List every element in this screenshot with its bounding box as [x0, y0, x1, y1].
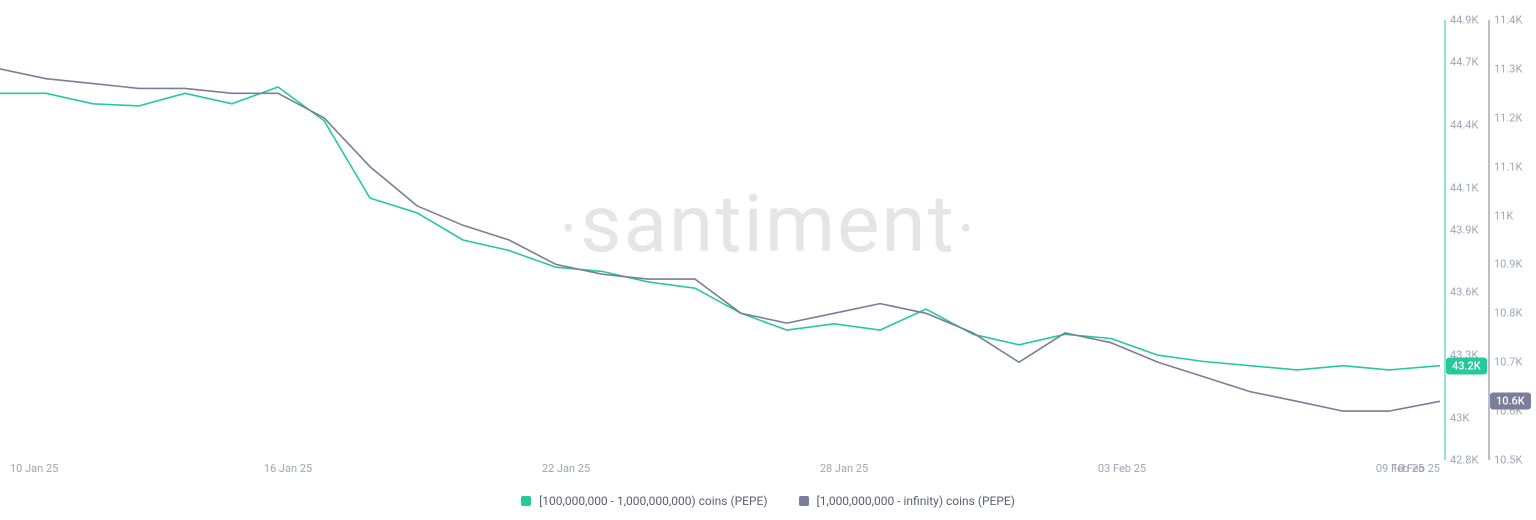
end-badge-series1: 43.2K [1446, 357, 1487, 374]
x-tick-label: 10 Feb 25 [1392, 462, 1440, 475]
x-tick-label: 28 Jan 25 [820, 462, 868, 475]
end-badge-series2: 10.6K [1490, 393, 1531, 410]
y2-tick-label: 10.8K [1494, 307, 1522, 320]
legend-swatch-series1 [521, 496, 531, 506]
legend: [100,000,000 - 1,000,000,000) coins (PEP… [0, 494, 1536, 509]
y2-tick-label: 11.3K [1494, 62, 1522, 75]
y1-tick-label: 44.7K [1450, 55, 1478, 68]
series-line-series1[interactable] [0, 87, 1440, 370]
x-tick-label: 10 Jan 25 [10, 462, 58, 475]
x-tick-label: 16 Jan 25 [264, 462, 312, 475]
y2-tick-label: 11.4K [1494, 14, 1522, 27]
legend-label-series1: [100,000,000 - 1,000,000,000) coins (PEP… [539, 494, 767, 508]
y1-tick-label: 43.6K [1450, 286, 1478, 299]
legend-label-series2: [1,000,000,000 - infinity) coins (PEPE) [817, 494, 1015, 508]
y2-tick-label: 10.5K [1494, 454, 1522, 467]
y2-tick-label: 11.1K [1494, 160, 1522, 173]
y2-tick-label: 10.7K [1494, 356, 1522, 369]
y1-tick-label: 42.8K [1450, 454, 1478, 467]
x-tick-label: 03 Feb 25 [1098, 462, 1146, 475]
y2-tick-label: 10.9K [1494, 258, 1522, 271]
legend-item-series1[interactable]: [100,000,000 - 1,000,000,000) coins (PEP… [521, 494, 767, 508]
series-line-series2[interactable] [0, 69, 1440, 411]
y1-tick-label: 44.4K [1450, 118, 1478, 131]
chart-svg [0, 0, 1536, 520]
y1-tick-label: 43.9K [1450, 223, 1478, 236]
y2-tick-label: 11.2K [1494, 111, 1522, 124]
chart-container: •santiment• 10 Jan 2516 Jan 2522 Jan 252… [0, 0, 1536, 520]
y1-tick-label: 44.9K [1450, 14, 1478, 27]
y1-tick-label: 44.1K [1450, 181, 1478, 194]
legend-swatch-series2 [799, 496, 809, 506]
y1-tick-label: 43K [1450, 412, 1469, 425]
legend-item-series2[interactable]: [1,000,000,000 - infinity) coins (PEPE) [799, 494, 1015, 508]
x-tick-label: 22 Jan 25 [542, 462, 590, 475]
y2-tick-label: 11K [1494, 209, 1513, 222]
